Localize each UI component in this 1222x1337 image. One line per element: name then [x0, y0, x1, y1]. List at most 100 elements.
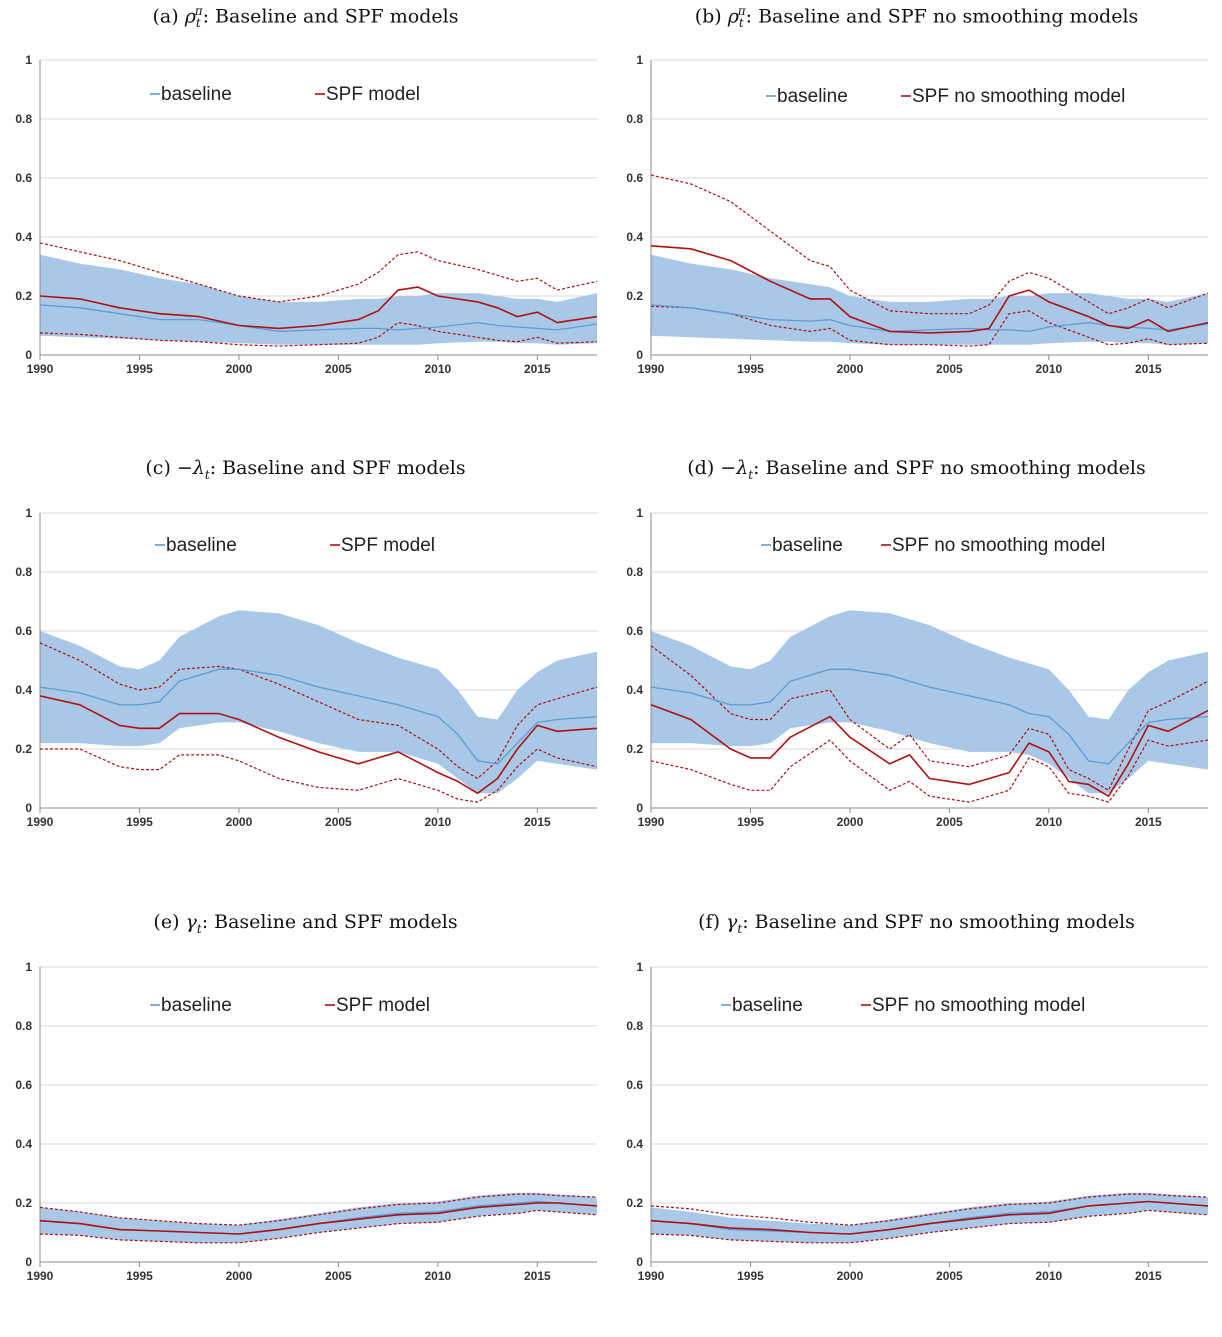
spf-lower-bound-line: [650, 739, 1209, 803]
y-tick-label: 0: [25, 1255, 32, 1269]
x-tick-label: 2005: [325, 1269, 352, 1283]
plot-area: 0 0.2 0.4 0.6 0.8 1 1990 1995 2000 2005 2010 2015 ba…: [15, 53, 598, 376]
spf-upper-bound-line: [650, 1193, 1209, 1226]
y-tick-label: 0.6: [15, 624, 32, 638]
y-tick-label: 0.4: [626, 230, 643, 244]
y-tick-label: 0.6: [15, 1078, 32, 1092]
plot-area: 0 0.2 0.4 0.6 0.8 1 1990 1995 2000 2005 2010 2015 ba…: [15, 960, 598, 1283]
spf-lower-bound-line: [40, 748, 598, 803]
spf-upper-bound-line: [39, 642, 598, 780]
legend-label: SPF no smoothing model: [872, 995, 1085, 1016]
baseline-series-line: [650, 668, 1209, 765]
x-tick-label: 2015: [524, 815, 551, 829]
x-tick-label: 1990: [27, 362, 54, 376]
x-tick-label: 2005: [936, 362, 963, 376]
legend-label: SPF model: [326, 84, 420, 105]
y-tick-label: 0: [636, 801, 643, 815]
y-tick-label: 0: [25, 801, 32, 815]
chart-panel-d: (d) −λt: Baseline and SPF no smoothing m…: [611, 453, 1222, 883]
baseline-band: [40, 1192, 597, 1243]
y-tick-label: 0.8: [626, 1019, 643, 1033]
y-tick-label: 0.4: [15, 1137, 32, 1151]
y-tick-label: 0: [636, 348, 643, 362]
legend-label: baseline: [777, 86, 848, 107]
baseline-series-line: [39, 668, 598, 765]
spf-upper-bound-line: [650, 174, 1209, 315]
legend-label: baseline: [166, 535, 237, 556]
legend-label: baseline: [772, 535, 843, 556]
chart-title: (f) γt: Baseline and SPF no smoothing mo…: [698, 911, 1135, 936]
spf-upper-bound-line: [650, 645, 1209, 791]
x-tick-label: 2010: [425, 362, 452, 376]
x-tick-label: 1995: [737, 815, 764, 829]
legend-label: baseline: [161, 995, 232, 1016]
chart-panel-f: (f) γt: Baseline and SPF no smoothing mo…: [611, 907, 1222, 1337]
y-tick-label: 0.8: [15, 565, 32, 579]
y-tick-label: 0.2: [15, 742, 32, 756]
x-tick-label: 2015: [524, 1269, 551, 1283]
baseline-band: [651, 254, 1208, 345]
chart-panel-e: (e) γt: Baseline and SPF models 0 0.2 0.4 0.…: [0, 907, 611, 1337]
chart-title: (e) γt: Baseline and SPF models: [153, 911, 458, 936]
x-tick-label: 2005: [325, 362, 352, 376]
y-tick-label: 0.2: [15, 1196, 32, 1210]
spf-upper-bound-line: [39, 242, 598, 303]
chart-title: (d) −λt: Baseline and SPF no smoothing m…: [687, 457, 1146, 482]
y-tick-label: 0.6: [626, 624, 643, 638]
x-tick-label: 2000: [837, 815, 864, 829]
x-tick-label: 1995: [126, 815, 153, 829]
x-tick-label: 1990: [27, 1269, 54, 1283]
plot-area: 0 0.2 0.4 0.6 0.8 1 1990 1995 2000 2005 2010 2015 ba…: [15, 506, 598, 829]
x-tick-label: 1990: [27, 815, 54, 829]
baseline-band: [40, 610, 597, 794]
x-tick-label: 2010: [1036, 362, 1063, 376]
y-tick-label: 0.2: [626, 1196, 643, 1210]
y-tick-label: 0: [636, 1255, 643, 1269]
y-tick-label: 0.2: [626, 289, 643, 303]
y-tick-label: 1: [636, 506, 643, 520]
legend-label: SPF no smoothing model: [912, 86, 1125, 107]
chart-title: (a) ρtπ: Baseline and SPF models: [152, 4, 459, 31]
y-tick-label: 0.4: [15, 230, 32, 244]
chart-panel-a: (a) ρtπ: Baseline and SPF models 0 0.2 0.4 0…: [0, 0, 611, 430]
plot-area: 0 0.2 0.4 0.6 0.8 1 1990 1995 2000 2005 2010 2015 ba…: [626, 960, 1209, 1283]
y-tick-label: 0.4: [626, 683, 643, 697]
x-tick-label: 2010: [425, 1269, 452, 1283]
y-tick-label: 0.8: [15, 112, 32, 126]
x-tick-label: 2015: [1135, 362, 1162, 376]
baseline-band: [651, 610, 1208, 794]
y-tick-label: 0.6: [626, 171, 643, 185]
y-tick-label: 1: [25, 960, 32, 974]
spf-series-line: [39, 286, 598, 330]
y-tick-label: 1: [636, 53, 643, 67]
plot-area: 0 0.2 0.4 0.6 0.8 1 1990 1995 2000 2005 2010 2015 ba…: [626, 53, 1209, 376]
plot-area: 0 0.2 0.4 0.6 0.8 1 1990 1995 2000 2005 2010 2015 ba…: [626, 506, 1209, 829]
y-tick-label: 0.2: [626, 742, 643, 756]
spf-upper-bound-line: [39, 1193, 598, 1226]
chart-panel-b: (b) ρtπ: Baseline and SPF no smoothing m…: [611, 0, 1222, 430]
y-tick-label: 1: [25, 53, 32, 67]
x-tick-label: 2000: [837, 1269, 864, 1283]
y-tick-label: 0.8: [626, 112, 643, 126]
x-tick-label: 2010: [425, 815, 452, 829]
baseline-band: [651, 1192, 1208, 1243]
chart-title: (c) −λt: Baseline and SPF models: [145, 457, 466, 482]
legend-label: SPF no smoothing model: [892, 535, 1105, 556]
y-tick-label: 0.6: [626, 1078, 643, 1092]
baseline-series-line: [39, 304, 598, 333]
y-tick-label: 1: [25, 506, 32, 520]
x-tick-label: 1995: [737, 362, 764, 376]
x-tick-label: 2015: [1135, 1269, 1162, 1283]
x-tick-label: 2000: [837, 362, 864, 376]
spf-lower-bound-line: [39, 322, 598, 347]
y-tick-label: 0.6: [15, 171, 32, 185]
x-tick-label: 2000: [226, 362, 253, 376]
y-tick-label: 0.4: [15, 683, 32, 697]
x-tick-label: 2010: [1036, 1269, 1063, 1283]
x-tick-label: 2005: [325, 815, 352, 829]
spf-series-line: [650, 1200, 1209, 1235]
x-tick-label: 1995: [126, 362, 153, 376]
baseline-band: [40, 254, 597, 345]
x-tick-label: 1990: [638, 815, 665, 829]
x-tick-label: 2015: [524, 362, 551, 376]
